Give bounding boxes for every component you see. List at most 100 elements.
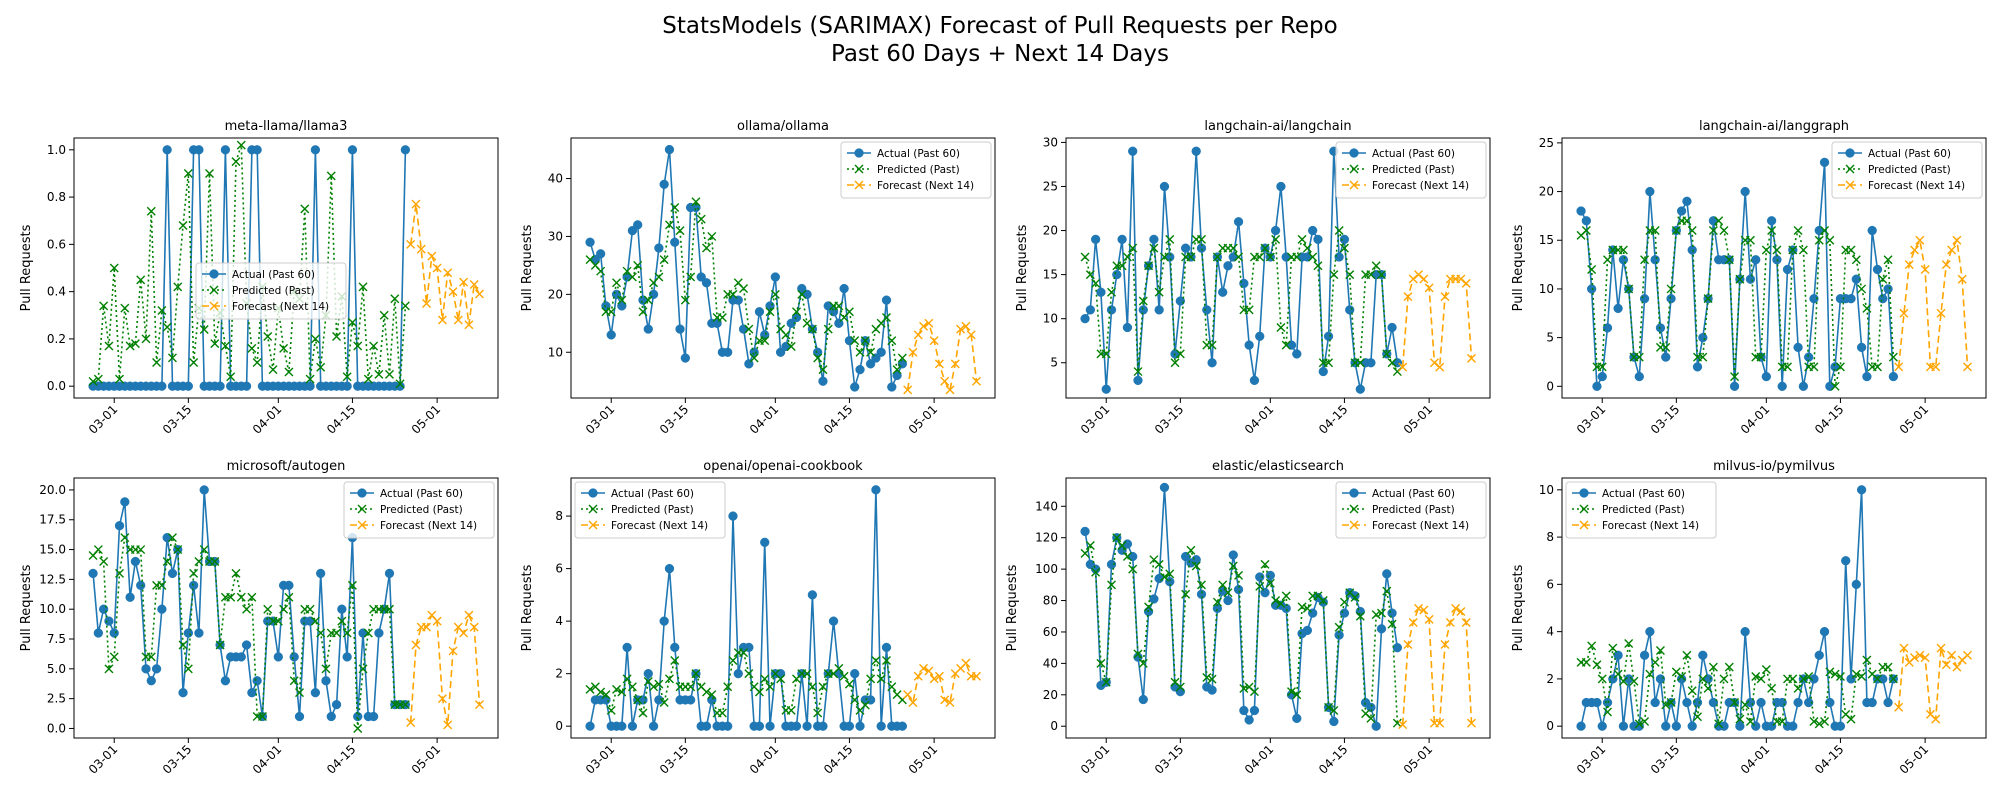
data-point (347, 317, 357, 327)
data-point (1703, 294, 1713, 304)
data-point (474, 289, 484, 299)
data-point (273, 652, 283, 662)
legend-label-forecast: Forecast (Next 14) (380, 520, 477, 532)
data-point (1603, 255, 1613, 265)
data-point (654, 679, 664, 689)
data-point (1735, 714, 1745, 724)
y-tick-label: 80 (1043, 594, 1058, 608)
legend-marker-actual (1845, 148, 1855, 158)
data-point (1624, 284, 1634, 294)
data-point (220, 145, 231, 155)
data-point (284, 367, 294, 377)
data-point (1149, 594, 1159, 604)
data-point (717, 708, 727, 718)
data-point (1096, 658, 1106, 668)
data-point (1255, 252, 1265, 262)
data-point (585, 684, 595, 694)
data-point (1618, 676, 1628, 686)
data-point (1745, 235, 1755, 245)
y-tick-label: 0.2 (47, 332, 66, 346)
x-tick-label: 05-01 (409, 742, 444, 777)
data-point (226, 372, 236, 382)
legend-label-forecast: Forecast (Next 14) (1868, 180, 1965, 192)
data-point (1207, 358, 1217, 368)
legend: Actual (Past 60) Predicted (Past) Forecast… (1335, 141, 1487, 199)
data-point (1186, 252, 1196, 262)
x-tick-label: 04-01 (747, 402, 782, 437)
data-point (1265, 578, 1275, 588)
data-point (120, 303, 130, 313)
data-point (1952, 662, 1962, 672)
data-point (162, 322, 172, 332)
data-point (316, 628, 326, 638)
data-point (167, 533, 177, 543)
data-point (1714, 719, 1724, 729)
y-tick-label: 40 (548, 172, 563, 186)
data-point (1281, 340, 1291, 350)
data-point (961, 321, 971, 331)
panel-langchain-ai-langgraph: langchain-ai/langgraph Pull Requests 03-01… (1511, 119, 1987, 437)
data-point (1334, 622, 1344, 632)
data-point (1883, 697, 1893, 708)
data-point (1883, 255, 1893, 265)
data-point (1196, 243, 1207, 253)
data-point (1677, 672, 1687, 682)
data-point (1825, 697, 1835, 708)
series-predicted (1080, 226, 1402, 377)
series-line (1401, 273, 1473, 369)
panel-title: langchain-ai/langgraph (1699, 119, 1849, 134)
data-point (839, 671, 849, 681)
y-tick-label: 10 (1043, 312, 1058, 326)
data-point (1244, 305, 1254, 315)
data-point (1608, 643, 1618, 653)
data-point (1888, 674, 1898, 684)
data-point (167, 568, 178, 579)
legend-marker-forecast (854, 180, 864, 190)
y-tick-label: 2 (555, 667, 563, 681)
data-point (1693, 712, 1703, 722)
data-point (1101, 349, 1111, 359)
data-point (1772, 245, 1782, 255)
data-point (701, 721, 712, 731)
data-point (1376, 624, 1387, 634)
data-point (1592, 697, 1602, 708)
data-point (183, 168, 193, 178)
data-point (1640, 716, 1650, 726)
data-point (775, 347, 786, 357)
x-tick-label: 03-01 (1574, 742, 1609, 777)
data-point (1085, 541, 1095, 551)
legend-marker-actual (1349, 148, 1359, 158)
data-point (686, 682, 696, 692)
data-point (1403, 640, 1413, 650)
data-point (633, 260, 643, 270)
data-point (1308, 252, 1318, 262)
series-forecast (1894, 643, 1972, 724)
legend-label-predicted: Predicted (Past) (1372, 164, 1455, 176)
data-point (1756, 352, 1766, 362)
data-point (1313, 261, 1323, 271)
data-point (395, 379, 405, 389)
series-line (1897, 647, 1969, 721)
series-forecast (406, 199, 484, 330)
data-point (1952, 235, 1962, 245)
y-tick-label: 1.0 (47, 143, 66, 157)
data-point (596, 687, 606, 697)
data-point (146, 652, 156, 662)
data-point (368, 711, 379, 722)
panel-langchain-ai-langchain: langchain-ai/langchain Pull Requests 03-01… (1015, 119, 1491, 437)
data-point (1867, 225, 1877, 236)
data-point (1862, 303, 1872, 313)
y-tick-label: 15 (1043, 268, 1058, 282)
data-point (173, 545, 183, 555)
data-point (252, 358, 262, 368)
legend-label-actual: Actual (Past 60) (380, 488, 463, 500)
data-point (638, 708, 648, 718)
data-point (606, 307, 616, 317)
data-point (1091, 567, 1101, 577)
data-point (1302, 243, 1312, 253)
data-point (220, 676, 231, 686)
data-point (1292, 349, 1302, 359)
y-tick-label: 20.0 (39, 483, 66, 497)
data-point (1090, 564, 1101, 574)
data-point (1910, 653, 1920, 663)
